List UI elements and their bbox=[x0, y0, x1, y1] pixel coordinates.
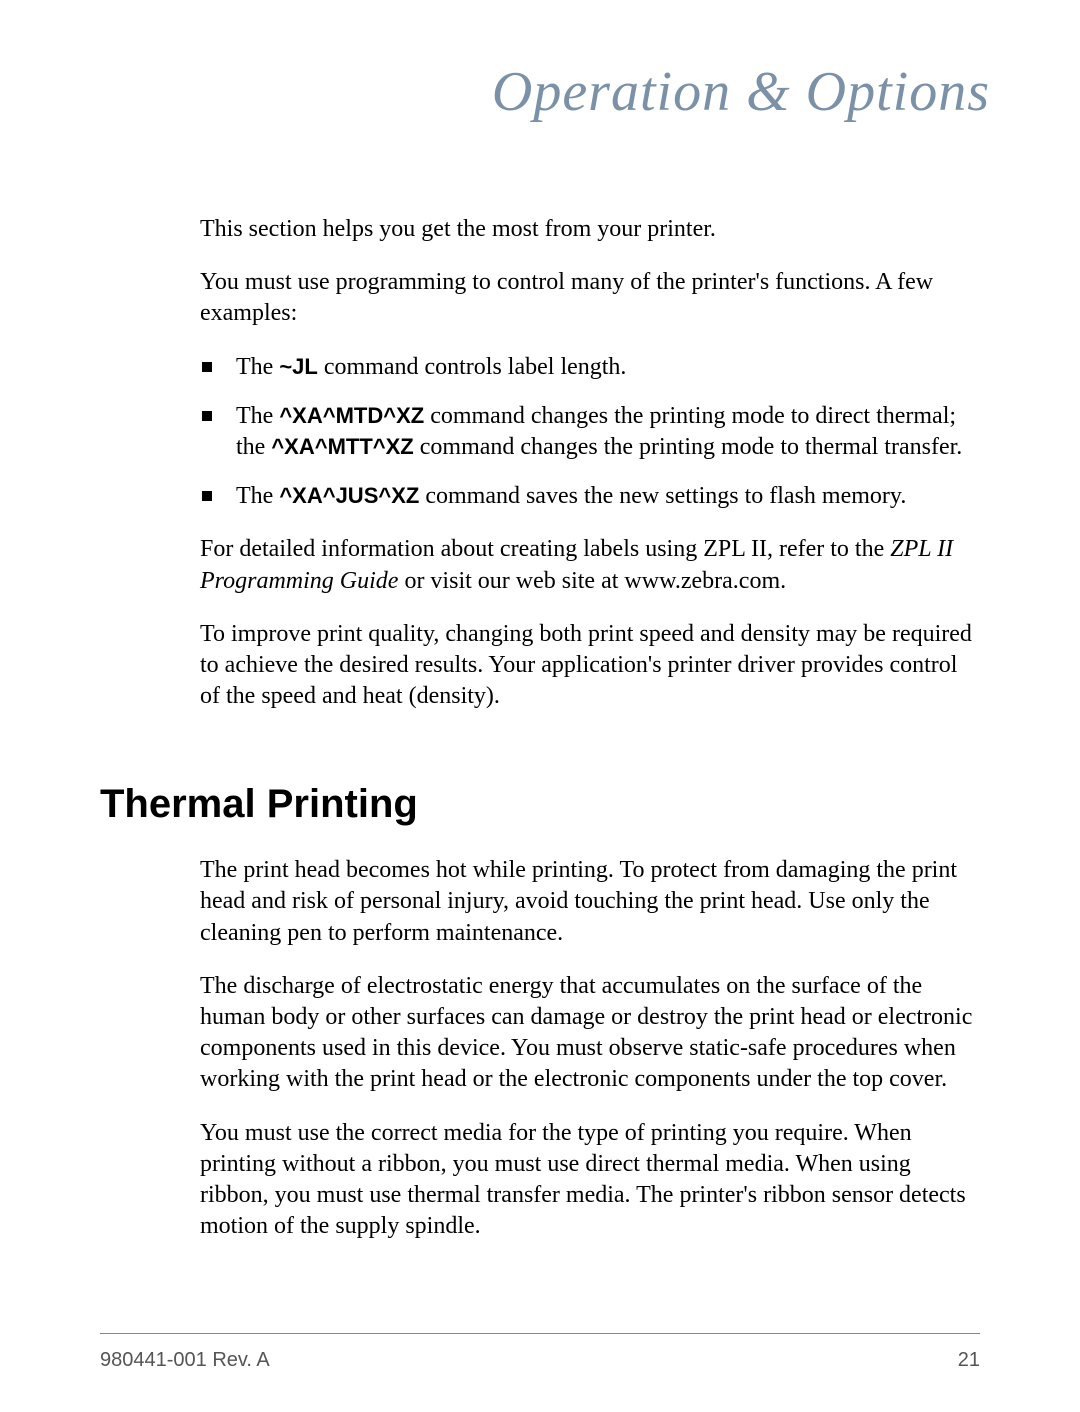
footer-rule bbox=[100, 1333, 980, 1334]
command-code: ^XA^JUS^XZ bbox=[279, 483, 419, 508]
page-footer: 980441-001 Rev. A 21 bbox=[100, 1349, 980, 1372]
text: command controls label length. bbox=[318, 354, 627, 380]
zpl-reference-paragraph: For detailed information about creating … bbox=[200, 534, 980, 596]
command-list: The ~JL command controls label length. T… bbox=[200, 352, 980, 513]
list-item: The ~JL command controls label length. bbox=[200, 352, 980, 383]
text: command saves the new settings to flash … bbox=[419, 483, 906, 509]
intro-paragraph-1: This section helps you get the most from… bbox=[200, 214, 980, 245]
doc-number: 980441-001 Rev. A bbox=[100, 1349, 270, 1372]
text: The bbox=[236, 483, 279, 509]
print-quality-paragraph: To improve print quality, changing both … bbox=[200, 619, 980, 713]
text: The bbox=[236, 354, 279, 380]
command-code: ^XA^MTD^XZ bbox=[279, 403, 424, 428]
page: Operation & Options This section helps y… bbox=[0, 0, 1080, 1242]
page-number: 21 bbox=[958, 1349, 980, 1372]
command-code: ~JL bbox=[279, 354, 318, 379]
thermal-paragraph-2: The discharge of electrostatic energy th… bbox=[200, 971, 980, 1096]
thermal-printing-block: The print head becomes hot while printin… bbox=[200, 855, 980, 1242]
command-code: ^XA^MTT^XZ bbox=[271, 434, 413, 459]
text: The bbox=[236, 403, 279, 429]
text: For detailed information about creating … bbox=[200, 536, 890, 562]
list-item: The ^XA^JUS^XZ command saves the new set… bbox=[200, 481, 980, 512]
text: command changes the printing mode to the… bbox=[414, 434, 963, 460]
section-heading: Thermal Printing bbox=[100, 782, 980, 827]
thermal-paragraph-3: You must use the correct media for the t… bbox=[200, 1118, 980, 1243]
text: or visit our web site at www.zebra.com. bbox=[398, 568, 786, 594]
thermal-paragraph-1: The print head becomes hot while printin… bbox=[200, 855, 980, 949]
intro-paragraph-2: You must use programming to control many… bbox=[200, 267, 980, 329]
list-item: The ^XA^MTD^XZ command changes the print… bbox=[200, 401, 980, 463]
chapter-title: Operation & Options bbox=[100, 60, 990, 124]
intro-block: This section helps you get the most from… bbox=[200, 214, 980, 712]
